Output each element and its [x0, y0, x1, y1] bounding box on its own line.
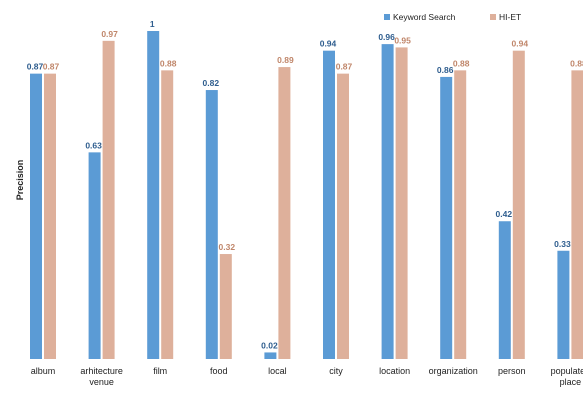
data-label: 0.88: [160, 58, 177, 68]
category-label: arhitecture venue: [80, 366, 123, 387]
category-label: city: [329, 366, 343, 376]
bar-hi-et: [337, 73, 349, 359]
category-label: organization: [429, 366, 478, 376]
bar-hi-et: [161, 70, 174, 360]
bar-keyword-search: [88, 152, 101, 359]
data-label: 0.96: [378, 32, 395, 42]
bars-layer: [30, 31, 583, 360]
data-label: 0.94: [320, 39, 337, 49]
bar-keyword-search: [323, 50, 335, 360]
legend-label: Keyword Search: [393, 12, 456, 22]
category-label: local: [268, 366, 287, 376]
bar-keyword-search: [205, 90, 218, 359]
data-label: 0.87: [336, 62, 353, 72]
legend-swatch: [384, 14, 390, 20]
bar-keyword-search: [147, 31, 160, 359]
bar-keyword-search: [381, 44, 394, 360]
category-label: populatedplace: [551, 366, 583, 387]
data-label: 0.88: [570, 58, 583, 68]
data-label: 0.33: [554, 239, 571, 249]
category-label: food: [210, 366, 228, 376]
data-label: 0.02: [261, 340, 278, 350]
data-label: 0.63: [85, 140, 102, 150]
data-label: 0.86: [437, 65, 454, 75]
data-label: 0.88: [453, 58, 470, 68]
bar-hi-et: [278, 67, 291, 359]
category-label: location: [379, 366, 410, 376]
category-label: album: [31, 366, 56, 376]
bar-hi-et: [454, 70, 467, 360]
bar-hi-et: [512, 50, 525, 360]
data-label: 1: [150, 19, 155, 29]
category-label: person: [498, 366, 526, 376]
legend: Keyword Search HI-ET: [384, 12, 521, 22]
y-axis-label: Precision: [15, 160, 25, 201]
bar-keyword-search: [498, 221, 511, 359]
bar-hi-et: [102, 40, 115, 360]
data-label: 0.87: [27, 62, 44, 72]
legend-swatch: [490, 14, 496, 20]
bar-hi-et: [571, 70, 583, 360]
data-label: 0.87: [43, 62, 60, 72]
bar-keyword-search: [264, 352, 277, 359]
category-label: film: [153, 366, 167, 376]
data-label: 0.42: [496, 209, 513, 219]
bar-keyword-search: [557, 250, 570, 359]
data-label: 0.89: [277, 55, 294, 65]
data-label: 0.94: [512, 39, 529, 49]
bar-hi-et: [44, 73, 56, 359]
legend-label: HI-ET: [499, 12, 521, 22]
bar-hi-et: [219, 254, 232, 359]
data-label: 0.97: [101, 29, 118, 39]
bar-keyword-search: [30, 73, 42, 359]
value-labels-layer: 0.87 0.870.630.9710.880.820.320.020.890.9…: [27, 19, 583, 350]
data-label: 0.82: [203, 78, 220, 88]
data-label: 0.95: [394, 35, 411, 45]
bar-keyword-search: [440, 76, 453, 360]
category-labels-layer: album arhitecture venue film food local city lo…: [31, 366, 583, 387]
bar-hi-et: [395, 47, 408, 360]
data-label: 0.32: [219, 242, 236, 252]
